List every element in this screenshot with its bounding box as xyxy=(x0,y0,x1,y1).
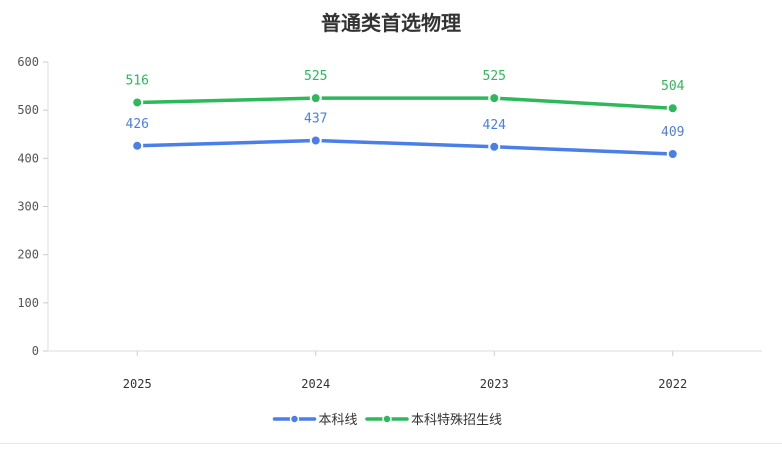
y-tick-label: 400 xyxy=(17,151,39,165)
legend[interactable]: 本科线 本科特殊招生线 xyxy=(272,413,503,428)
y-tick-label: 300 xyxy=(17,200,39,214)
chart-title: 普通类首选物理 xyxy=(321,11,461,35)
data-point[interactable] xyxy=(131,139,144,152)
data-point[interactable] xyxy=(309,92,322,105)
series-line xyxy=(135,96,675,110)
data-point[interactable] xyxy=(309,134,322,147)
bottom-divider xyxy=(0,443,782,444)
x-tick-label: 2025 xyxy=(123,377,152,391)
data-label: 516 xyxy=(126,73,149,88)
data-label: 504 xyxy=(661,79,685,94)
y-tick-label: 200 xyxy=(17,248,39,262)
legend-label[interactable]: 本科线 xyxy=(319,413,358,428)
data-point[interactable] xyxy=(488,140,501,153)
data-point[interactable] xyxy=(131,96,144,109)
data-label: 409 xyxy=(661,125,684,140)
series-line xyxy=(135,138,675,156)
y-tick-label: 100 xyxy=(17,296,39,310)
data-label: 426 xyxy=(126,117,149,132)
data-label: 437 xyxy=(304,112,327,127)
data-label: 525 xyxy=(304,69,327,84)
x-tick-label: 2023 xyxy=(480,377,509,391)
data-label: 525 xyxy=(483,69,506,84)
y-tick-label: 500 xyxy=(17,103,39,117)
x-tick-label: 2022 xyxy=(658,377,687,391)
data-labels: 426 437 424 409 516 525 525 504 xyxy=(126,69,685,140)
data-label: 424 xyxy=(483,118,507,133)
data-point[interactable] xyxy=(488,92,501,105)
legend-swatch-dot[interactable] xyxy=(382,414,392,424)
legend-label[interactable]: 本科特殊招生线 xyxy=(411,413,502,428)
series-lines xyxy=(131,92,679,160)
x-tick-label: 2024 xyxy=(301,377,330,391)
y-tick-label: 0 xyxy=(32,344,39,358)
legend-swatch-dot[interactable] xyxy=(289,414,300,424)
data-point[interactable] xyxy=(666,102,679,115)
data-point[interactable] xyxy=(666,147,679,160)
y-tick-label: 600 xyxy=(17,55,39,69)
axes: 0 100 200 300 400 500 600 2025 2024 2023 2022 xyxy=(17,55,762,391)
